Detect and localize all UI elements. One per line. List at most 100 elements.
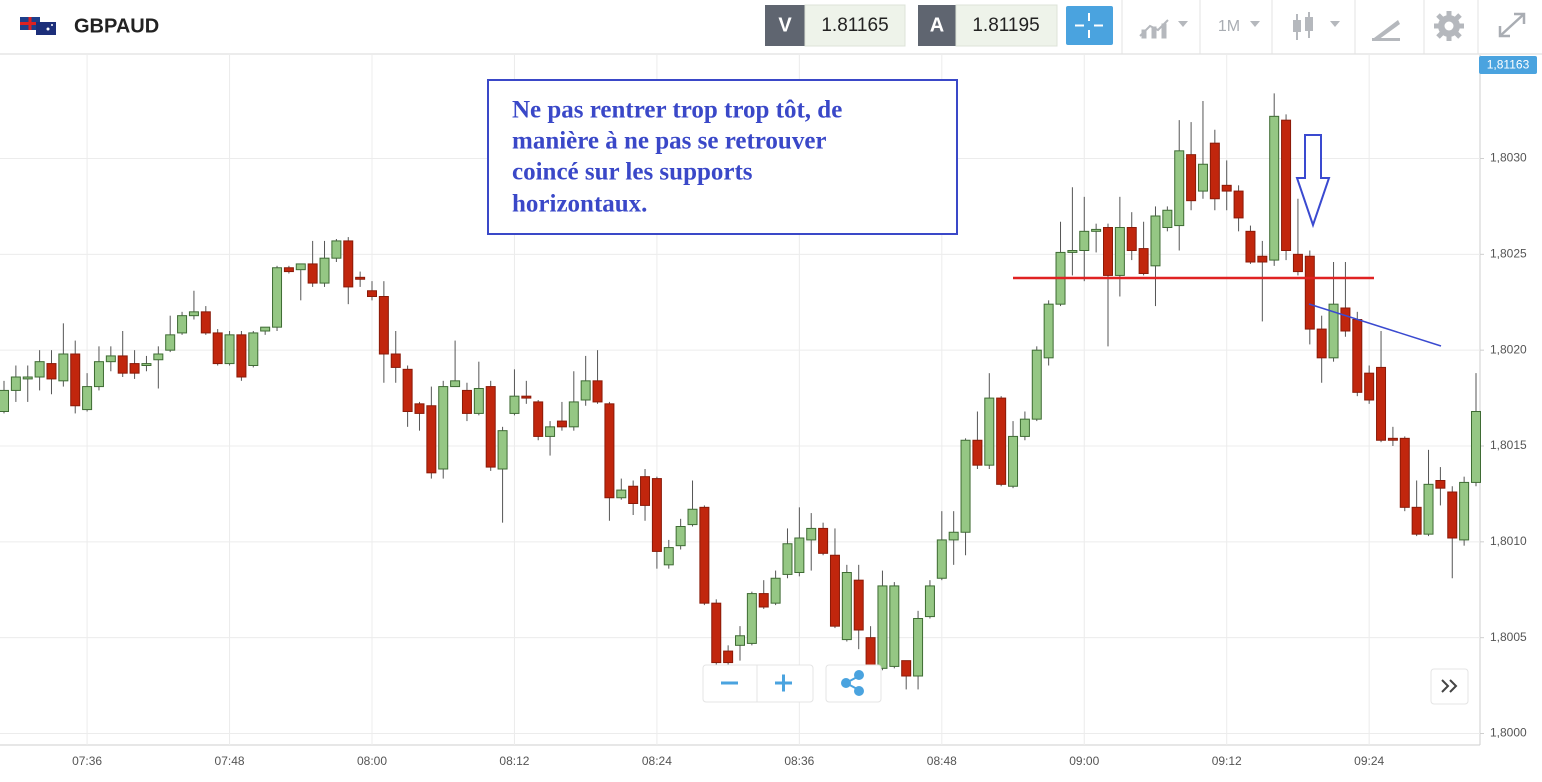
candle-body (355, 276, 366, 280)
x-tick-label: 07:36 (72, 754, 102, 768)
scroll-end-icon (1441, 679, 1458, 693)
candle-body (936, 539, 947, 579)
down-arrow (1295, 134, 1331, 229)
zoom-controls (702, 664, 814, 703)
current-price-label: 1,81163 (1487, 58, 1530, 72)
candle-body (10, 376, 21, 391)
candle-body (818, 527, 829, 554)
candle-body (1399, 437, 1410, 508)
candle-body (497, 430, 508, 470)
candle-body (794, 537, 805, 573)
candle-body (1067, 250, 1078, 253)
candle-body (758, 593, 769, 608)
timeframe[interactable]: 1M (1218, 18, 1240, 35)
candle-body (165, 334, 176, 351)
chart-type-icon[interactable] (1139, 19, 1188, 39)
candle-body (331, 240, 342, 259)
y-tick-label: 1,8005 (1490, 630, 1527, 644)
x-tick-label: 08:12 (499, 754, 529, 768)
candle-body (438, 386, 449, 470)
y-tick-label: 1,8030 (1490, 151, 1527, 165)
candle-body (260, 326, 271, 332)
candle-body (972, 439, 983, 466)
candle-body (1031, 349, 1042, 420)
candle-body (390, 353, 401, 368)
crosshair-button[interactable] (1066, 6, 1113, 45)
candle-body (1043, 303, 1054, 359)
candle-body (913, 618, 924, 677)
candle-body (1269, 115, 1280, 261)
sell-price: 1.81165 (821, 15, 888, 36)
dropdown-arrow (1250, 21, 1260, 27)
candle-body (46, 363, 57, 380)
candle-body (188, 311, 199, 317)
candle-body (1292, 253, 1303, 273)
candle-body (924, 585, 935, 618)
x-tick-label: 09:00 (1069, 754, 1099, 768)
zoom-in-button[interactable] (775, 674, 792, 692)
candle-body (307, 263, 318, 284)
share-button[interactable] (825, 664, 882, 703)
candle-body (1340, 307, 1351, 332)
candle-body (177, 315, 188, 334)
candle-body (1162, 209, 1173, 228)
candle-body (461, 389, 472, 414)
buy-price-box[interactable] (955, 4, 1058, 47)
draw-icon[interactable] (1372, 20, 1400, 41)
candle-body (129, 363, 140, 374)
candle-body (1364, 372, 1375, 401)
candle-body (1209, 142, 1220, 200)
scroll-end-button[interactable] (1430, 668, 1469, 705)
sell-price-box[interactable] (804, 4, 906, 47)
candle-body (1019, 418, 1030, 437)
candle-body (984, 397, 995, 466)
candle-body (1376, 366, 1387, 441)
candle-body (651, 478, 662, 552)
note: Ne pas rentrer trop trop tôt, de manière… (512, 97, 842, 218)
candle-body (889, 585, 900, 667)
y-tick-label: 1,8000 (1490, 726, 1527, 740)
candle-body (901, 660, 912, 677)
expand-icon[interactable] (1498, 12, 1526, 38)
y-tick-label: 1,8025 (1490, 247, 1527, 261)
candle-body (212, 332, 223, 365)
candle-type-icon[interactable] (1293, 12, 1340, 40)
candle-body (556, 420, 567, 428)
settings-icon[interactable] (1434, 11, 1464, 41)
candle-body (1221, 184, 1232, 192)
candle-body (34, 361, 45, 378)
symbol: GBPAUD (74, 15, 159, 37)
candle-body (746, 593, 757, 644)
candle-body (580, 380, 591, 401)
candle-body (248, 332, 259, 366)
candle-body (841, 572, 852, 641)
candle-body (663, 547, 674, 566)
buy-price: 1.81195 (972, 15, 1039, 36)
candle-body (782, 543, 793, 575)
buy-button[interactable] (918, 5, 956, 46)
candle-body (592, 380, 603, 403)
candle-body (1471, 411, 1481, 483)
candle-body (1233, 190, 1244, 219)
x-tick-label: 09:24 (1354, 754, 1384, 768)
candle-body (426, 405, 437, 474)
buy-label: A (930, 14, 944, 36)
candle-body (141, 363, 152, 367)
candle-body (1387, 437, 1398, 441)
candle-body (473, 388, 484, 414)
candle-body (0, 389, 9, 412)
candle-body (1245, 230, 1256, 263)
trend-line (1308, 303, 1442, 347)
candle-body (1281, 119, 1292, 251)
candle-body (711, 602, 722, 664)
candle-body (1411, 506, 1422, 535)
candle-body (568, 401, 579, 428)
candle-body (1257, 255, 1268, 263)
candle-body (22, 376, 33, 380)
sell-label: V (778, 14, 792, 36)
candle-body (1197, 163, 1208, 192)
candle-body (343, 240, 354, 288)
candle-body (1103, 227, 1113, 276)
sell-button[interactable] (765, 5, 805, 46)
